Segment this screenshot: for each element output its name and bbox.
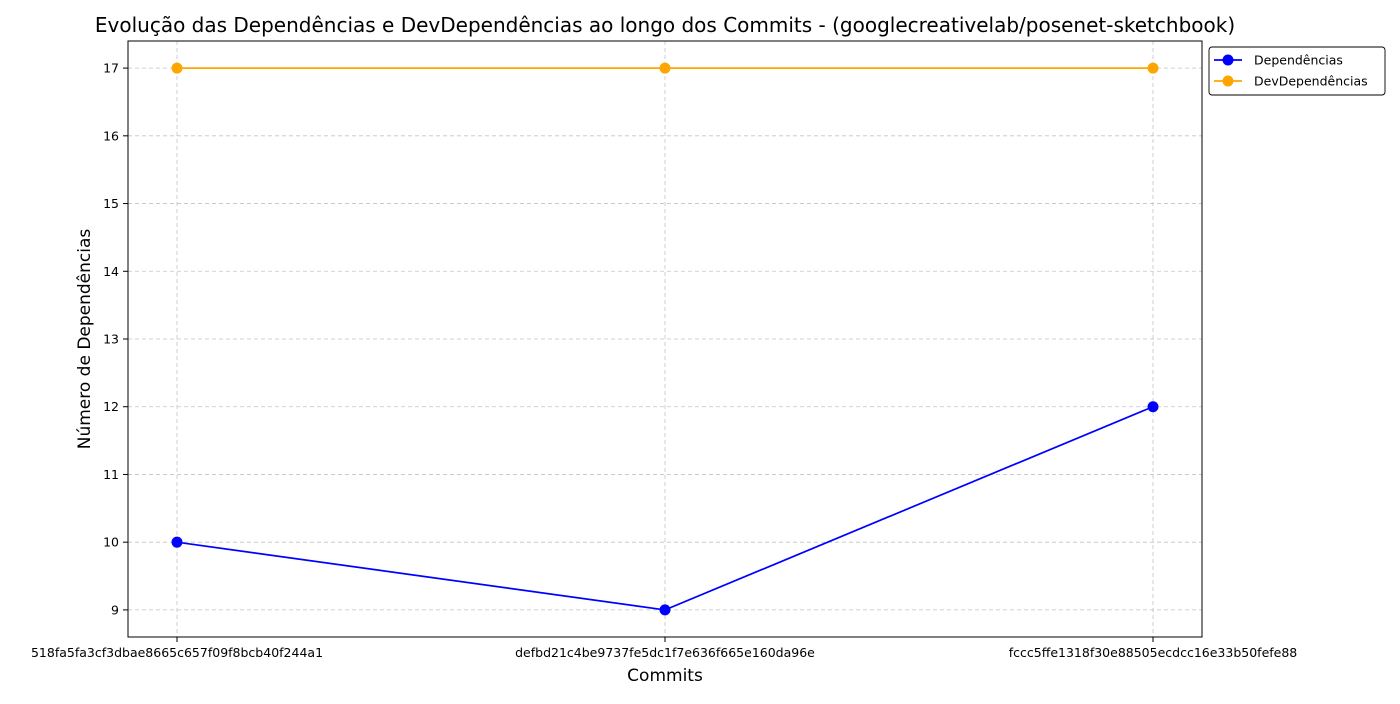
x-tick-label: 518fa5fa3cf3dbae8665c657f09f8bcb40f244a1	[31, 645, 323, 660]
data-point	[1147, 401, 1159, 413]
y-tick-label: 15	[103, 196, 119, 211]
legend-label: DevDependências	[1254, 74, 1368, 89]
y-tick-label: 13	[103, 332, 119, 347]
legend-frame	[1208, 46, 1386, 96]
chart-title: Evolução das Dependências e DevDependênc…	[95, 13, 1235, 37]
series-lines	[171, 62, 1159, 616]
legend-item: DevDependências	[1214, 74, 1368, 89]
data-point	[171, 536, 183, 548]
y-tick-label: 12	[103, 399, 119, 414]
y-tick-label: 16	[103, 128, 119, 143]
y-tick-label: 14	[103, 264, 119, 279]
series-0	[171, 401, 1159, 616]
y-tick-label: 9	[111, 602, 119, 617]
y-tick-label: 10	[103, 535, 119, 550]
y-tick-label: 11	[103, 467, 119, 482]
data-point	[171, 62, 183, 74]
data-point	[659, 62, 671, 74]
x-axis-label: Commits	[627, 666, 703, 686]
y-axis-ticks: 9 10 11 12 13 14 15 16 17	[103, 61, 128, 617]
x-tick-label: defbd21c4be9737fe5dc1f7e636f665e160da96e	[515, 645, 815, 660]
data-point	[659, 604, 671, 616]
y-axis-label: Número de Dependências	[75, 229, 95, 450]
plot-area: 518fa5fa3cf3dbae8665c657f09f8bcb40f244a1…	[31, 40, 1297, 660]
legend-label: Dependências	[1254, 53, 1343, 68]
legend-item: Dependências	[1214, 53, 1343, 68]
legend: Dependências DevDependências	[1208, 46, 1386, 96]
legend-marker	[1222, 75, 1234, 87]
x-axis-ticks: 518fa5fa3cf3dbae8665c657f09f8bcb40f244a1…	[31, 637, 1297, 660]
legend-marker	[1222, 54, 1234, 66]
data-point	[1147, 62, 1159, 74]
series-1	[171, 62, 1159, 74]
x-tick-label: fccc5ffe1318f30e88505ecdcc16e33b50fefe88	[1009, 645, 1298, 660]
y-tick-label: 17	[103, 61, 119, 76]
